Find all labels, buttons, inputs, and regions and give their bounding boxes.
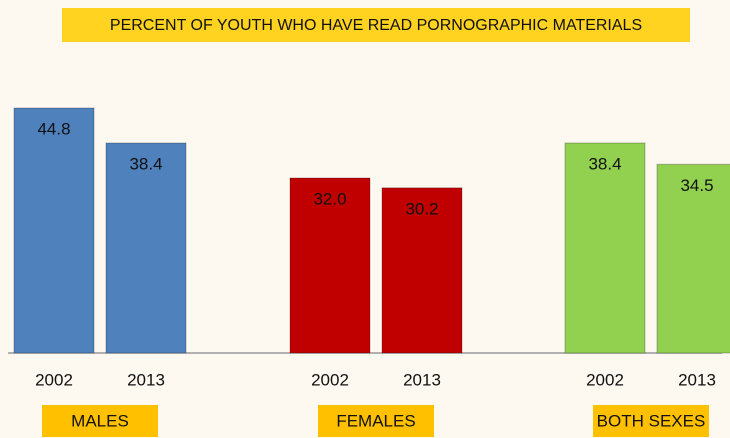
data-label: 34.5 <box>680 176 713 195</box>
group-label: BOTH SEXES <box>597 411 706 430</box>
group-label-box <box>42 405 158 437</box>
data-label: 38.4 <box>588 154 621 173</box>
bar <box>289 177 371 354</box>
data-label: 32.0 <box>313 189 346 208</box>
group-label: FEMALES <box>336 411 415 430</box>
x-tick-label: 2013 <box>127 370 165 389</box>
chart-title: PERCENT OF YOUTH WHO HAVE READ PORNOGRAP… <box>110 17 642 34</box>
x-tick-label: 2002 <box>311 370 349 389</box>
bar <box>13 107 95 354</box>
bar <box>656 163 730 354</box>
group-label-box <box>318 405 434 437</box>
data-label: 30.2 <box>405 199 438 218</box>
bar <box>381 187 463 354</box>
data-label: 44.8 <box>37 119 70 138</box>
data-label: 38.4 <box>129 154 162 173</box>
bar <box>105 142 187 354</box>
bar <box>564 142 646 354</box>
group-label: MALES <box>71 411 129 430</box>
x-tick-label: 2013 <box>678 370 716 389</box>
x-tick-label: 2002 <box>586 370 624 389</box>
x-tick-label: 2002 <box>35 370 73 389</box>
group-label-box <box>593 405 709 437</box>
title-box <box>62 8 690 42</box>
x-tick-label: 2013 <box>403 370 441 389</box>
